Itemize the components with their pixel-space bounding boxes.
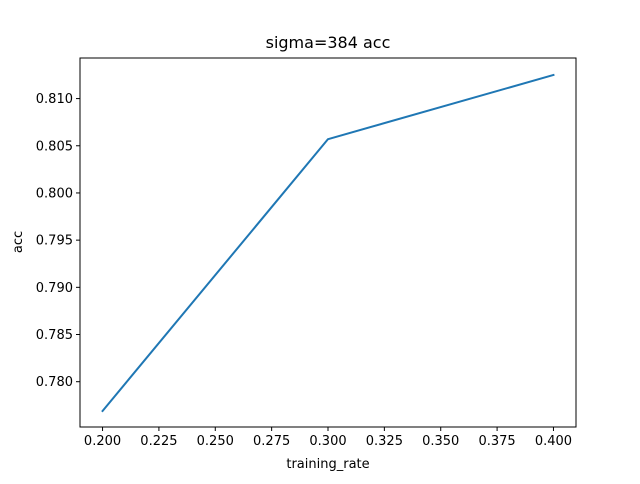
x-tick-label: 0.225 bbox=[140, 434, 177, 449]
chart-title: sigma=384 acc bbox=[266, 33, 391, 52]
x-tick-label: 0.350 bbox=[422, 434, 459, 449]
x-tick-label: 0.300 bbox=[309, 434, 346, 449]
y-axis-label: acc bbox=[11, 231, 26, 253]
y-tick-label: 0.810 bbox=[36, 92, 73, 107]
y-tick-label: 0.800 bbox=[36, 186, 73, 201]
y-tick-label: 0.780 bbox=[36, 375, 73, 390]
x-tick-label: 0.375 bbox=[478, 434, 515, 449]
x-tick-label: 0.325 bbox=[366, 434, 403, 449]
y-tick-label: 0.785 bbox=[36, 328, 73, 343]
x-tick-label: 0.400 bbox=[535, 434, 572, 449]
x-tick-label: 0.275 bbox=[253, 434, 290, 449]
y-tick-label: 0.795 bbox=[36, 234, 73, 249]
y-tick-label: 0.805 bbox=[36, 139, 73, 154]
x-axis-label: training_rate bbox=[286, 457, 369, 472]
x-tick-label: 0.200 bbox=[84, 434, 121, 449]
x-tick-label: 0.250 bbox=[197, 434, 234, 449]
y-tick-label: 0.790 bbox=[36, 281, 73, 296]
